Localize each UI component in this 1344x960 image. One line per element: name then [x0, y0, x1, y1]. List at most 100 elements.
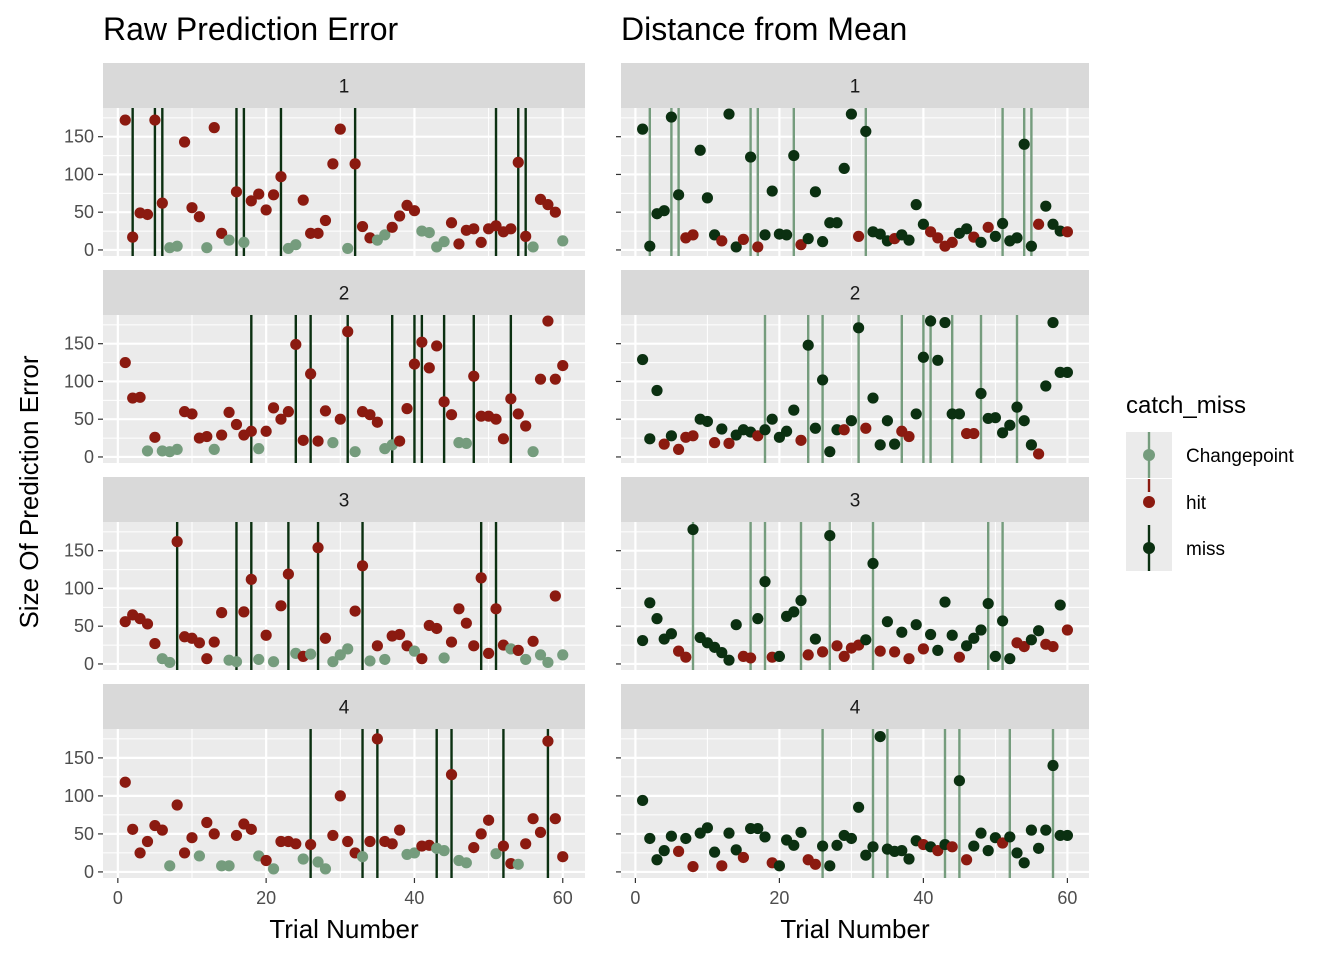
data-point-miss	[867, 841, 879, 853]
data-point-miss	[961, 640, 973, 652]
y-tick-label: 100	[64, 578, 94, 598]
data-point-miss	[975, 624, 987, 636]
data-point-miss	[831, 217, 843, 229]
data-point-hit	[982, 221, 994, 233]
data-point-hit	[946, 841, 958, 853]
data-point-hit	[312, 227, 324, 239]
data-point-hit	[238, 606, 250, 618]
data-point-hit	[423, 362, 435, 374]
data-point-miss	[860, 634, 872, 646]
data-point-miss	[1004, 831, 1016, 843]
data-point-hit	[680, 651, 692, 663]
data-point-miss	[1011, 847, 1023, 859]
facet-strip-label: 1	[339, 77, 350, 98]
data-point-miss	[701, 822, 714, 834]
data-point-hit	[356, 220, 369, 233]
data-point-miss	[644, 240, 656, 252]
data-point-hit	[745, 652, 757, 664]
data-point-miss	[723, 654, 735, 666]
data-point-miss	[644, 832, 656, 845]
data-point-changepoint	[438, 652, 450, 664]
data-point-changepoint	[201, 242, 213, 254]
data-point-hit	[386, 221, 398, 233]
data-point-changepoint	[253, 653, 265, 666]
data-point-hit	[838, 650, 850, 663]
data-point-hit	[723, 437, 735, 449]
x-tick-label: 60	[1057, 888, 1077, 908]
data-point-hit	[305, 368, 317, 380]
facet-strip-label: 3	[339, 491, 350, 512]
data-point-miss	[637, 353, 649, 366]
data-point-miss	[1025, 634, 1037, 646]
data-point-hit	[342, 835, 354, 848]
data-point-changepoint	[423, 226, 435, 239]
data-point-miss	[658, 205, 670, 217]
data-point-hit	[312, 435, 324, 447]
data-point-miss	[889, 438, 901, 450]
data-point-hit	[709, 437, 721, 449]
data-point-changepoint	[297, 853, 309, 865]
data-point-miss	[809, 633, 822, 645]
data-point-miss	[1018, 857, 1030, 869]
data-point-miss	[917, 218, 930, 230]
data-point-hit	[156, 824, 168, 836]
data-point-hit	[282, 406, 294, 418]
data-point-miss	[1025, 240, 1037, 252]
data-point-hit	[297, 434, 309, 446]
data-point-miss	[1061, 366, 1073, 378]
data-point-changepoint	[312, 856, 324, 868]
data-point-hit	[290, 338, 302, 351]
data-point-hit	[874, 645, 886, 657]
data-point-miss	[1033, 842, 1045, 854]
data-point-hit	[394, 628, 406, 641]
facet-strip-label: 4	[339, 698, 350, 719]
y-tick-label: 100	[64, 786, 94, 806]
data-point-miss	[665, 111, 678, 123]
data-point-hit	[687, 229, 699, 241]
data-point-miss	[853, 801, 865, 813]
data-point-miss	[781, 229, 793, 241]
data-point-miss	[874, 731, 886, 743]
data-point-miss	[975, 236, 987, 249]
data-point-changepoint	[193, 850, 205, 862]
data-point-hit	[216, 429, 228, 441]
data-point-miss	[1040, 380, 1052, 392]
facet-strip	[621, 477, 1089, 522]
facet-strip	[621, 270, 1089, 315]
data-point-miss	[687, 523, 699, 536]
data-point-miss	[759, 424, 771, 436]
data-point-miss	[694, 144, 706, 156]
data-point-hit	[267, 189, 280, 201]
data-point-hit	[282, 568, 294, 580]
data-point-changepoint	[223, 234, 235, 246]
data-point-hit	[201, 430, 213, 443]
y-tick-label: 150	[64, 748, 94, 768]
data-point-miss	[867, 557, 879, 570]
data-point-miss	[701, 415, 714, 428]
data-point-hit	[505, 393, 517, 405]
data-point-changepoint	[267, 863, 280, 875]
data-point-hit	[245, 195, 257, 207]
data-point-miss	[759, 229, 771, 241]
data-point-miss	[989, 230, 1002, 242]
data-point-hit	[371, 640, 383, 652]
data-point-miss	[896, 845, 908, 857]
data-point-miss	[723, 827, 735, 839]
data-point-miss	[730, 619, 742, 631]
data-point-miss	[1025, 824, 1037, 836]
facet-distance-2: 2	[616, 270, 1089, 463]
data-point-hit	[549, 373, 561, 385]
data-point-hit	[809, 858, 822, 870]
data-point-miss	[946, 629, 958, 641]
data-point-hit	[319, 214, 332, 227]
data-point-hit	[542, 315, 554, 327]
data-point-miss	[817, 236, 829, 248]
data-point-hit	[394, 824, 406, 836]
panel-title-raw: Raw Prediction Error	[103, 11, 399, 47]
data-point-hit	[416, 336, 428, 348]
data-point-miss	[752, 613, 764, 625]
data-point-hit	[156, 197, 168, 209]
data-point-hit	[968, 427, 980, 440]
data-point-miss	[968, 632, 980, 644]
data-point-miss	[1061, 829, 1073, 842]
